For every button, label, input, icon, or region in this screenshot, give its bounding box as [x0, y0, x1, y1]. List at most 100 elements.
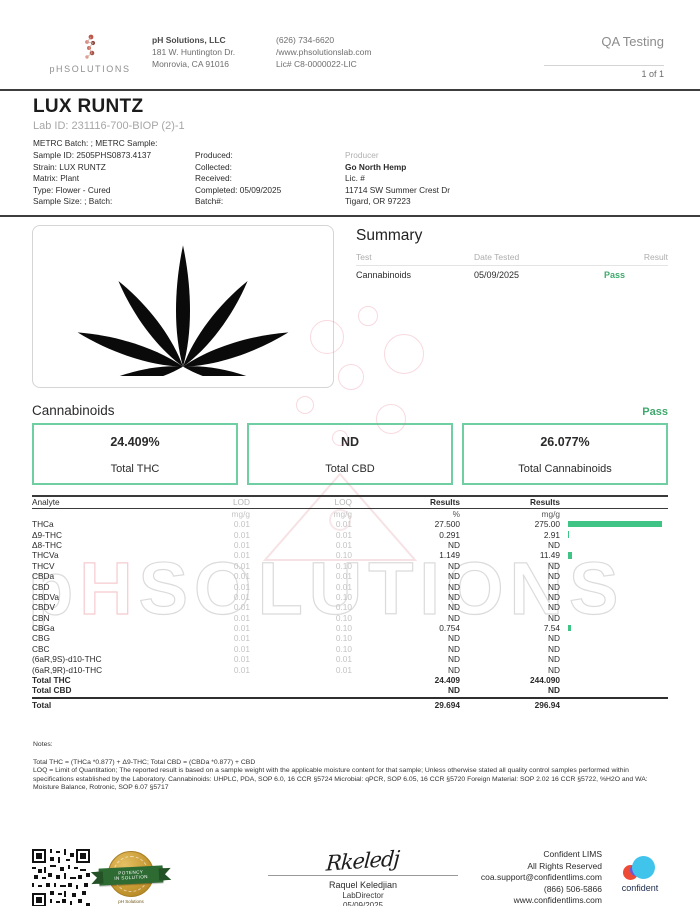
batch-line: Batch#:: [195, 196, 224, 206]
grand-total-mg: 296.94: [534, 699, 560, 710]
analyte-name: CBC: [32, 643, 50, 654]
analyte-row: CBDa 0.01 0.01 ND ND: [32, 571, 668, 581]
analyte-loq: 0.01: [335, 654, 352, 665]
unit-loq: mg/g: [333, 508, 352, 519]
confident-circles-icon: [622, 855, 658, 881]
total-cbd-label: Total CBD: [325, 462, 375, 475]
grand-total-label: Total: [32, 699, 52, 710]
summary-date: 05/09/2025: [474, 269, 520, 280]
producer-lic: Lic. #: [345, 173, 365, 183]
analyte-bar: [568, 604, 668, 611]
analyte-name: (6aR,9R)-d10-THC: [32, 664, 103, 675]
analyte-name: CBDa: [32, 571, 55, 582]
analyte-result-pct: 1.149: [439, 550, 460, 561]
analyte-name: CBDV: [32, 602, 56, 613]
sample-divider: [0, 214, 700, 217]
metrc-line: METRC Batch: ; METRC Sample:: [33, 138, 158, 148]
analyte-lod: 0.01: [233, 529, 250, 540]
analyte-loq: 0.10: [335, 591, 352, 602]
analyte-bar: [568, 624, 668, 632]
lab-id: Lab ID: 231116-700-BIOP (2)-1: [33, 120, 185, 132]
analyte-result-mg: 11.49: [539, 550, 560, 561]
qa-testing-label: QA Testing: [601, 34, 664, 49]
analyte-row: Δ8-THC 0.01 0.01 ND ND: [32, 540, 668, 550]
analyte-result-pct: ND: [448, 581, 460, 592]
logo-wordmark: pHSOLUTIONS: [49, 64, 131, 74]
analyte-lod: 0.01: [233, 612, 250, 623]
analyte-lod: 0.01: [233, 591, 250, 602]
badge-sub: pH Solutions: [118, 899, 144, 904]
cannabis-leaf-icon: [77, 245, 289, 376]
confident-wordmark: confident: [621, 883, 659, 893]
analyte-result-mg: ND: [548, 633, 560, 644]
analyte-name: THCa: [32, 519, 54, 530]
analyte-lod: 0.01: [233, 602, 250, 613]
triangle-watermark: [262, 472, 418, 561]
lims-block: Confident LIMS All Rights Reserved coa.s…: [481, 849, 602, 906]
analyte-result-pct: 27.500: [434, 519, 460, 530]
col-results-mg: Results: [530, 497, 560, 507]
totals-boxes: 24.409% Total THC ND Total CBD 26.077% T…: [0, 422, 700, 485]
lims-rights: All Rights Reserved: [527, 860, 602, 871]
analyte-loq: 0.10: [335, 560, 352, 571]
analyte-row: CBN 0.01 0.10 ND ND: [32, 613, 668, 623]
col-results-pct: Results: [430, 497, 460, 507]
total-thc-label: Total THC: [110, 462, 160, 475]
sample-size-batch: Sample Size: ; Batch:: [33, 196, 113, 206]
unit-pct: %: [452, 508, 460, 519]
signer-date: 05/09/2025: [342, 901, 384, 906]
company-license: Lic# C8-0000022-LIC: [276, 59, 357, 69]
analyte-bar: [568, 531, 668, 538]
analyte-name: CBN: [32, 612, 50, 623]
sample-type: Type: Flower - Cured: [33, 184, 111, 195]
summary-row: Cannabinoids 05/09/2025 Pass: [356, 270, 668, 280]
analyte-bar: [568, 573, 668, 580]
analyte-row: (6aR,9R)-d10-THC 0.01 0.01 ND ND: [32, 664, 668, 675]
analyte-result-mg: 275.00: [534, 519, 560, 530]
molecule-watermark: [280, 300, 460, 480]
badge-ribbon: POTENCY IN SOLUTION: [98, 865, 164, 886]
potency-badge-icon: POTENCY IN SOLUTION pH Solutions: [98, 849, 164, 906]
analyte-name: THCV: [32, 560, 55, 571]
company-contact: (626) 734-6620 /www.phsolutionslab.com L…: [276, 34, 371, 70]
grand-total-pct: 29.694: [434, 699, 460, 710]
analyte-result-mg: ND: [548, 654, 560, 665]
analyte-loq: 0.01: [335, 519, 352, 530]
producer-name: Go North Hemp: [345, 161, 407, 172]
collected-line: Collected:: [195, 161, 232, 172]
analyte-result-mg: ND: [548, 571, 560, 582]
producer-street: 11714 SW Summer Crest Dr: [345, 184, 450, 195]
analyte-lod: 0.01: [233, 643, 250, 654]
total-thc-row-label: Total THC: [32, 675, 71, 686]
analyte-lod: 0.01: [233, 550, 250, 561]
summary-col-date: Date Tested: [474, 251, 520, 262]
analyte-result-pct: ND: [448, 654, 460, 665]
analyte-bar: [568, 552, 668, 559]
signer-role: LabDirector: [342, 891, 384, 900]
total-thc-mg: 244.090: [530, 675, 560, 686]
lims-website: www.confidentlims.com: [513, 895, 602, 905]
total-cannabinoids-value: 26.077%: [540, 434, 590, 449]
summary-section: Summary Test Date Tested Result Cannabin…: [356, 225, 668, 388]
producer-block: Producer Go North Hemp Lic. # 11714 SW S…: [345, 150, 667, 208]
analyte-result-pct: 0.291: [439, 529, 460, 540]
total-thc-box: 24.409% Total THC: [32, 422, 238, 485]
analyte-result-mg: ND: [548, 602, 560, 613]
analyte-bar: [568, 656, 668, 663]
signer-name: Raquel Keledjian: [328, 880, 398, 890]
analyte-row: THCVa 0.01 0.10 1.149 11.49: [32, 550, 668, 560]
company-phone: (626) 734-6620: [276, 35, 335, 45]
lab-logo: pHSOLUTIONS: [44, 34, 136, 74]
lims-phone: (866) 506-5866: [543, 883, 602, 894]
analyte-loq: 0.10: [335, 623, 352, 634]
ph-solutions-watermark: pHSOLUTIONS: [27, 546, 625, 630]
sample-col1: Sample ID: 2505PHS0873.4137 Strain: LUX …: [33, 150, 195, 208]
notes-label: Notes:: [33, 741, 53, 749]
analyte-row: (6aR,9S)-d10-THC 0.01 0.01 ND ND: [32, 654, 668, 664]
analyte-result-mg: ND: [548, 664, 560, 675]
analyte-bar: [568, 594, 668, 601]
sample-detail-grid: Sample ID: 2505PHS0873.4137 Strain: LUX …: [33, 150, 667, 208]
sample-id: Sample ID: 2505PHS0873.4137: [33, 150, 152, 160]
analyte-loq: 0.01: [335, 529, 352, 540]
analyte-lod: 0.01: [233, 519, 250, 530]
